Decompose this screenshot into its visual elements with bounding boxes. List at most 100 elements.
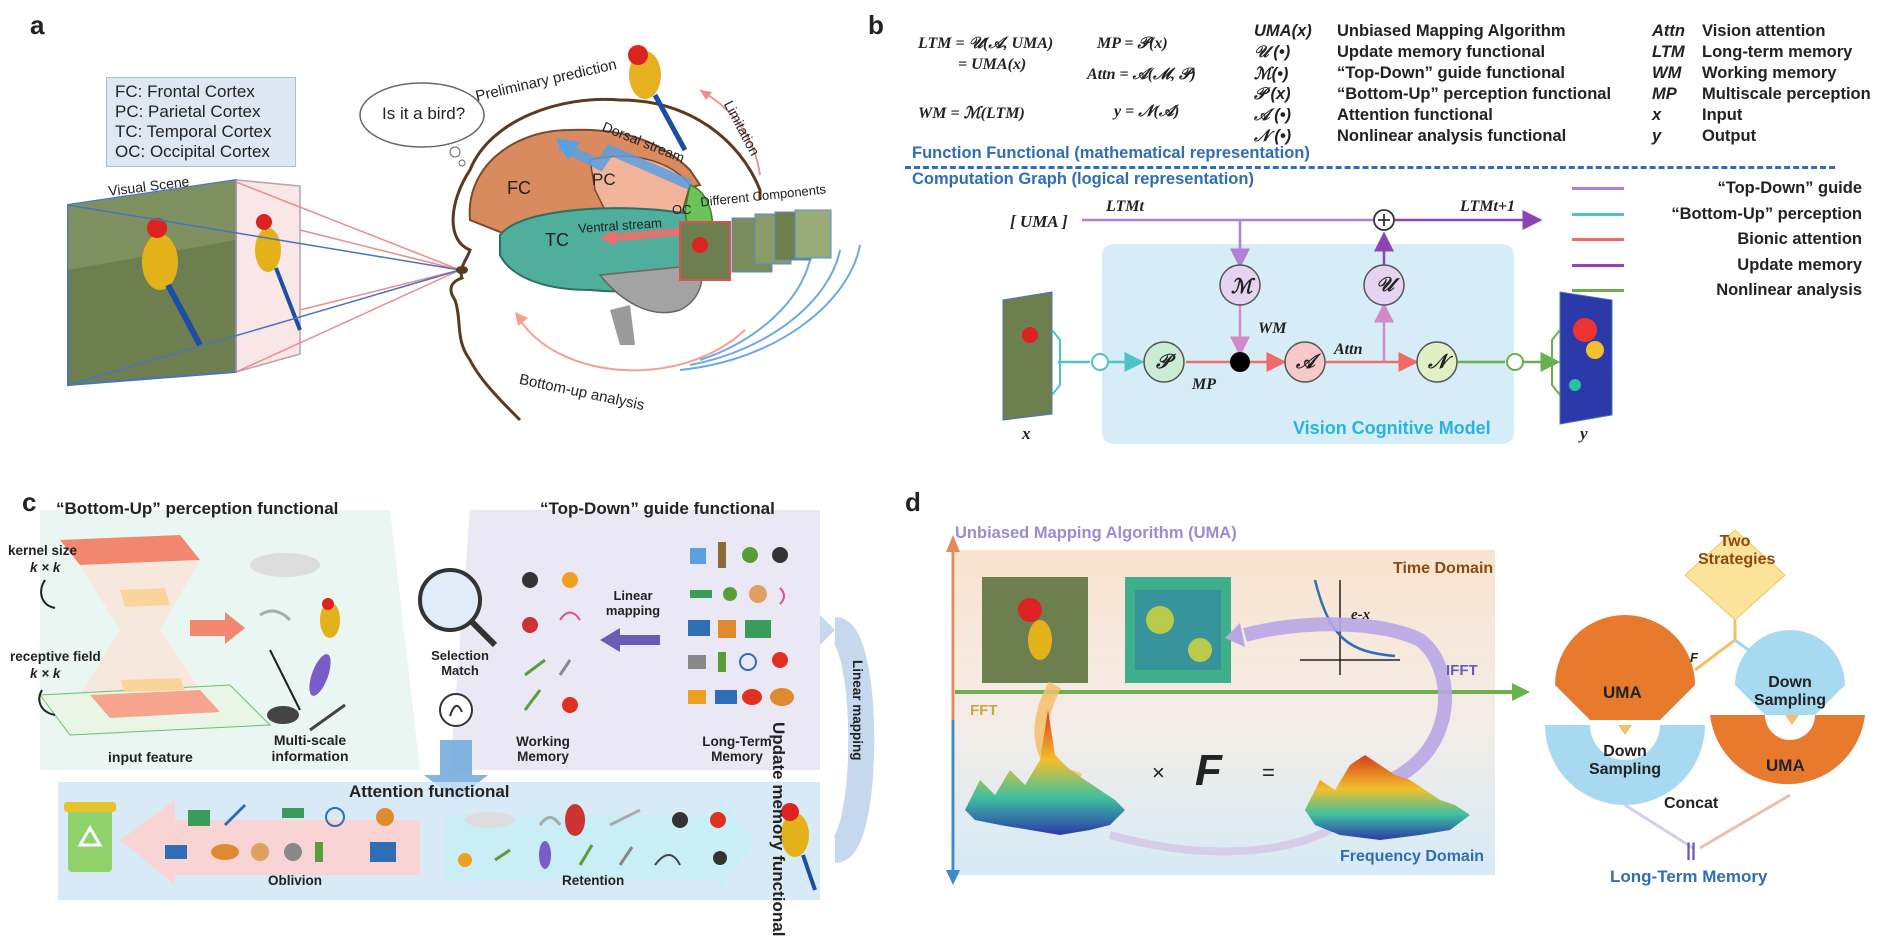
- abbr-text: Input: [1702, 106, 1743, 124]
- def-symbol: 𝒫 (x): [1254, 85, 1291, 103]
- abbr-text: Vision attention: [1702, 22, 1826, 40]
- top-down-title: “Top-Down” guide functional: [540, 499, 775, 518]
- legend-label: “Bottom-Up” perception: [1671, 204, 1862, 223]
- vision-cognitive-model-label: Vision Cognitive Model: [1293, 418, 1491, 438]
- abbr-symbol: y: [1652, 127, 1662, 145]
- kernel-size-label: kernel size: [8, 543, 78, 558]
- times-sign: ×: [1152, 760, 1165, 785]
- legend-fc: FC: Frontal Cortex: [115, 82, 255, 101]
- tc-label: TC: [545, 230, 569, 250]
- node-p: [1143, 341, 1185, 383]
- def-row: UMA(x) Unbiased Mapping Algorithm: [1254, 22, 1611, 43]
- filter-f-label: F: [1195, 746, 1222, 795]
- branch-icon: [269, 649, 301, 711]
- def-symbol: 𝒩 (•): [1254, 127, 1292, 145]
- frequency-domain-label: Frequency Domain: [1340, 848, 1485, 865]
- linear-mapping-arrow: [600, 628, 660, 652]
- node-a-label: 𝒜: [1296, 351, 1315, 373]
- def-symbol: 𝒰 (•): [1254, 43, 1291, 61]
- abbr-symbol: x: [1652, 106, 1662, 124]
- fc-label: FC: [507, 178, 531, 198]
- panel-c-graphics: [38, 510, 875, 900]
- scene-bird-icon: [142, 234, 178, 290]
- legend-label: Update memory: [1737, 255, 1862, 274]
- receptive-field-label: receptive field: [10, 649, 101, 664]
- equality-sign: ||: [1686, 840, 1697, 860]
- panel-letter-a: a: [30, 10, 45, 40]
- working-memory-icons: [522, 572, 581, 713]
- node-u-label: 𝒰: [1376, 274, 1394, 296]
- legend-row-update: Update memory: [1572, 253, 1862, 279]
- abbr-symbol: LTM: [1652, 43, 1685, 61]
- bottom-up-arrow: [190, 612, 245, 644]
- long-term-memory-output-label: Long-Term Memory: [1610, 867, 1768, 886]
- legend-row-attention: Bionic attention: [1572, 227, 1862, 253]
- legend-row-top-down: “Top-Down” guide: [1572, 176, 1862, 202]
- def-text: Update memory functional: [1337, 43, 1546, 61]
- def-row: ℳ(•) “Top-Down” guide functional: [1254, 64, 1611, 85]
- legend-label: Nonlinear analysis: [1716, 281, 1862, 300]
- wm-label: WM: [1258, 320, 1287, 337]
- def-text: “Bottom-Up” perception functional: [1337, 85, 1612, 103]
- attn-label: Attn: [1334, 341, 1363, 358]
- def-text: Nonlinear analysis functional: [1337, 127, 1567, 145]
- formula-ltm: LTM = 𝒰(𝒜, UMA): [918, 35, 1054, 52]
- def-text: “Top-Down” guide functional: [1337, 64, 1565, 82]
- frontal-cortex: [468, 128, 702, 242]
- legend-row-nonlinear: Nonlinear analysis: [1572, 278, 1862, 304]
- section-divider: [905, 166, 1835, 169]
- legend-oc: OC: Occipital Cortex: [115, 142, 270, 161]
- def-row: 𝒫 (x) “Bottom-Up” perception functional: [1254, 85, 1611, 106]
- concat-label: Concat: [1664, 795, 1719, 812]
- long-term-memory-icons: [688, 542, 794, 706]
- def-symbol: ℳ(•): [1254, 65, 1289, 83]
- equals-sign: =: [1262, 760, 1275, 785]
- node-m: [1219, 264, 1261, 306]
- mp-label: MP: [1192, 376, 1216, 393]
- wings-icon: [250, 553, 320, 577]
- abbr-symbol: MP: [1652, 85, 1677, 103]
- abbr-symbol: Attn: [1652, 22, 1685, 40]
- parrot-part-icon: [320, 602, 340, 638]
- uma-right-label: UMA: [1766, 756, 1805, 775]
- computation-graph-title: Computation Graph (logical representatio…: [912, 170, 1254, 188]
- legend-row-bottom-up: “Bottom-Up” perception: [1572, 202, 1862, 228]
- panel-letter-d: d: [905, 487, 921, 517]
- def-symbol: 𝒜 (•): [1254, 106, 1291, 124]
- def-row: 𝒜 (•) Attention functional: [1254, 106, 1611, 127]
- long-term-memory-label: Long-Term Memory: [702, 734, 772, 764]
- ltm-t-label: LTMt: [1106, 198, 1144, 215]
- time-domain-texture: [1125, 577, 1231, 683]
- uma-input-label: [ UMA ]: [1010, 212, 1068, 231]
- bottom-up-title: “Bottom-Up” perception functional: [56, 499, 339, 518]
- down-sampling-left-label: Down Sampling: [1588, 743, 1661, 778]
- formula-y: y = 𝒩(𝒜): [1114, 103, 1180, 120]
- node-a: [1284, 341, 1326, 383]
- def-text: Attention functional: [1337, 106, 1493, 124]
- node-m-label: ℳ: [1231, 276, 1253, 298]
- legend-pc: PC: Parietal Cortex: [115, 102, 261, 121]
- receptive-kk-label: k × k: [30, 666, 61, 681]
- abbr-symbol: WM: [1652, 64, 1682, 82]
- abbr-text: Long-term memory: [1702, 43, 1853, 61]
- kernel-kk-label: k × k: [30, 560, 61, 575]
- panel-letter-b: b: [868, 10, 884, 40]
- abbr-text: Output: [1702, 127, 1757, 145]
- feather-icon: [309, 654, 331, 696]
- x-label: x: [1022, 424, 1031, 443]
- attention-functional-label: Attention functional: [349, 782, 510, 801]
- abbr-row: y Output: [1652, 127, 1871, 148]
- panel-a-graphics: [67, 45, 861, 422]
- legend-label: “Top-Down” guide: [1717, 179, 1863, 198]
- abbreviation-list: Attn Vision attention LTM Long-term memory…: [1652, 22, 1871, 148]
- oc-label: OC: [672, 202, 692, 217]
- formula-wm: WM = ℳ(LTM): [918, 105, 1025, 122]
- input-image: [1002, 291, 1053, 421]
- node-n: [1416, 341, 1458, 383]
- def-row: 𝒩 (•) Nonlinear analysis functional: [1254, 127, 1611, 148]
- kernel-top-grid: [60, 535, 200, 565]
- oblivion-icons: [165, 803, 396, 862]
- abbr-text: Multiscale perception: [1702, 85, 1871, 103]
- head-outline: [449, 97, 762, 422]
- legend-arrow-bottom-up: [1572, 212, 1624, 216]
